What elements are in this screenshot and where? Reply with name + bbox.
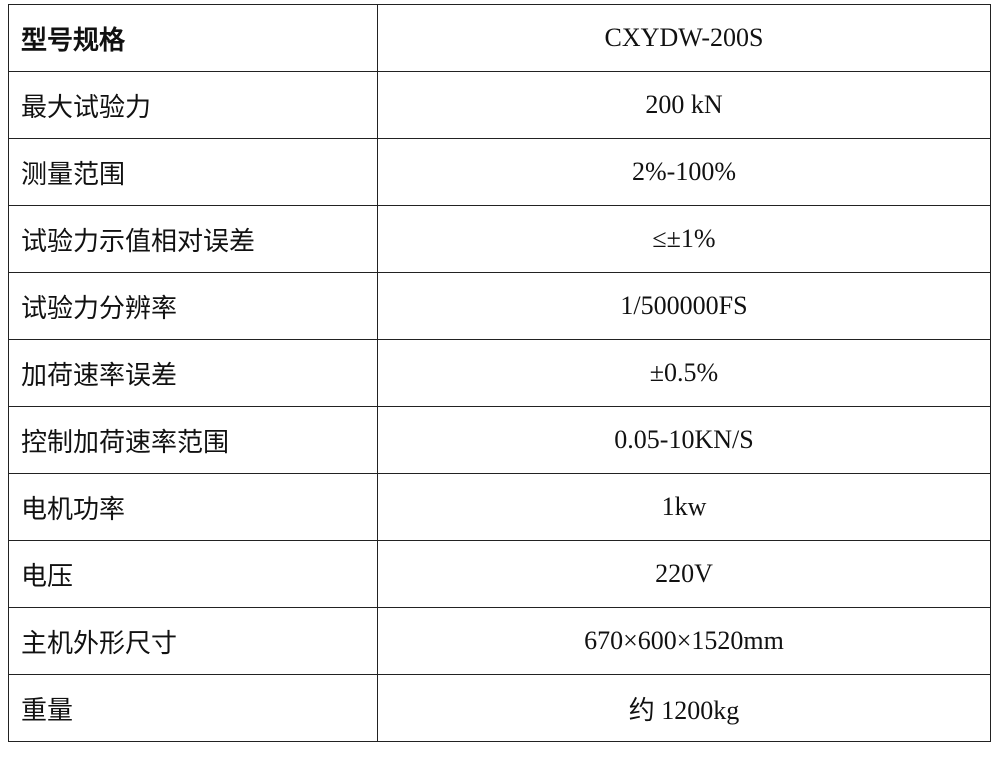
table-row: 试验力分辨率 1/500000FS: [8, 272, 991, 340]
spec-name: 加荷速率误差: [8, 339, 378, 407]
spec-value: 1kw: [377, 473, 991, 541]
spec-name: 型号规格: [8, 4, 378, 72]
table-row: 电机功率 1kw: [8, 473, 991, 541]
spec-value: ≤±1%: [377, 205, 991, 273]
table-row: 电压 220V: [8, 540, 991, 608]
spec-name: 电机功率: [8, 473, 378, 541]
spec-value: 2%-100%: [377, 138, 991, 206]
spec-value: 220V: [377, 540, 991, 608]
table-row: 试验力示值相对误差 ≤±1%: [8, 205, 991, 273]
spec-value: 约 1200kg: [377, 674, 991, 742]
spec-name: 控制加荷速率范围: [8, 406, 378, 474]
spec-name: 电压: [8, 540, 378, 608]
spec-name: 测量范围: [8, 138, 378, 206]
table-row: 测量范围 2%-100%: [8, 138, 991, 206]
table-row: 主机外形尺寸 670×600×1520mm: [8, 607, 991, 675]
table-row: 控制加荷速率范围 0.05-10KN/S: [8, 406, 991, 474]
spec-value: ±0.5%: [377, 339, 991, 407]
spec-value: 200 kN: [377, 71, 991, 139]
spec-value: 0.05-10KN/S: [377, 406, 991, 474]
spec-name: 最大试验力: [8, 71, 378, 139]
spec-value: 1/500000FS: [377, 272, 991, 340]
spec-name: 试验力示值相对误差: [8, 205, 378, 273]
spec-value: 670×600×1520mm: [377, 607, 991, 675]
spec-value: CXYDW-200S: [377, 4, 991, 72]
spec-name: 试验力分辨率: [8, 272, 378, 340]
table-row: 加荷速率误差 ±0.5%: [8, 339, 991, 407]
spec-table: 型号规格 CXYDW-200S 最大试验力 200 kN 测量范围 2%-100% 试验力示…: [8, 4, 991, 742]
table-row: 重量约 1200kg: [8, 674, 991, 742]
table-row: 型号规格 CXYDW-200S: [8, 4, 991, 72]
spec-name: 重量: [8, 674, 378, 742]
spec-name: 主机外形尺寸: [8, 607, 378, 675]
table-row: 最大试验力 200 kN: [8, 71, 991, 139]
table-body: 型号规格 CXYDW-200S 最大试验力 200 kN 测量范围 2%-100% 试验力示…: [8, 4, 991, 742]
